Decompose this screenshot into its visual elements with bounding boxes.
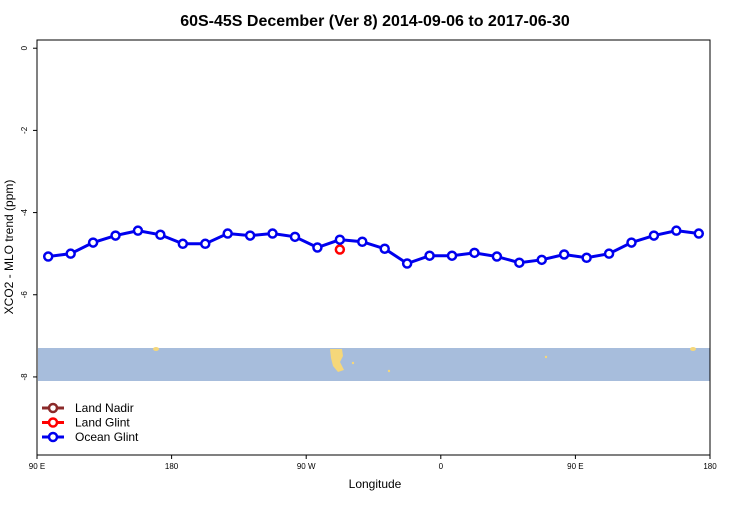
data-point (536, 254, 547, 266)
x-tick-label: 90 W (297, 462, 316, 471)
data-point (401, 258, 413, 269)
data-point (514, 257, 525, 268)
legend-label: Land Glint (75, 416, 130, 430)
data-point (312, 242, 323, 253)
data-point (110, 230, 121, 241)
y-tick-label: -8 (20, 373, 29, 381)
x-tick-label: 90 E (29, 462, 45, 471)
data-point (177, 238, 189, 250)
data-point (581, 252, 592, 264)
y-tick-label: -4 (20, 208, 29, 216)
data-point (626, 237, 637, 248)
land-patch (351, 361, 355, 365)
y-axis-label: XCO2 - MLO trend (ppm) (2, 180, 16, 315)
legend-marker (47, 417, 59, 428)
data-point (334, 234, 346, 245)
y-tick-label: -2 (20, 126, 29, 134)
data-point (267, 228, 278, 239)
data-point (693, 228, 705, 239)
x-axis-label: Longitude (349, 477, 402, 491)
data-point (446, 250, 458, 261)
data-point (244, 230, 256, 241)
land-patch (544, 355, 548, 359)
data-point (334, 244, 346, 255)
data-point (65, 248, 76, 259)
data-point (379, 243, 390, 254)
chart-title: 60S-45S December (Ver 8) 2014-09-06 to 2… (180, 13, 570, 30)
data-point (289, 231, 301, 243)
legend-label: Land Nadir (75, 401, 134, 415)
data-point (491, 251, 503, 262)
ocean-band (38, 348, 710, 381)
land-patch (387, 369, 391, 373)
x-tick-label: 90 E (567, 462, 583, 471)
data-point (469, 247, 480, 259)
data-point (222, 228, 233, 239)
y-tick-label: -6 (20, 291, 29, 299)
x-tick-label: 180 (165, 462, 179, 471)
y-tick-label: 0 (20, 45, 29, 50)
plot-frame (36, 39, 711, 456)
land-patch (330, 349, 344, 372)
legend-marker (47, 402, 59, 414)
legend-marker (47, 431, 59, 443)
x-tick-label: 180 (703, 462, 717, 471)
land-patch (153, 347, 159, 351)
data-point (558, 249, 570, 260)
land-patch (690, 347, 696, 351)
data-point (424, 250, 435, 261)
data-point (42, 251, 54, 262)
legend-label: Ocean Glint (75, 430, 139, 444)
map-strip (38, 347, 710, 381)
data-point (603, 248, 615, 259)
data-point (200, 238, 211, 250)
data-point (87, 237, 99, 248)
data-point (648, 230, 660, 241)
data-point (671, 225, 682, 236)
x-tick-label: 0 (439, 462, 444, 471)
data-point (357, 236, 368, 247)
data-point (132, 225, 144, 236)
data-point (155, 229, 166, 241)
